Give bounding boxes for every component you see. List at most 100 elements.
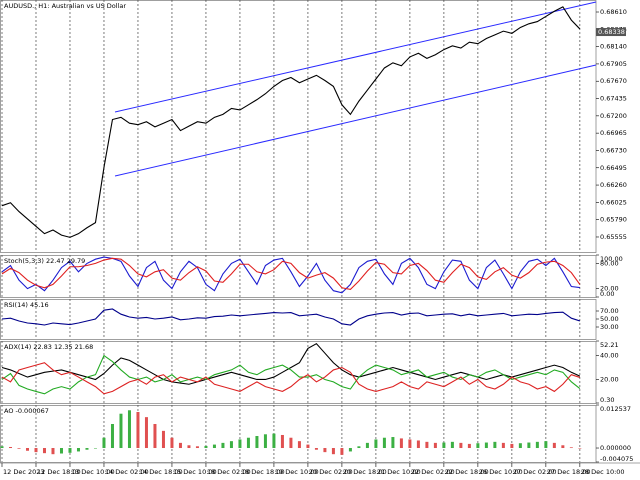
y-tick-label: 40.00 (600, 352, 619, 360)
x-tick-label: 27 Dec 18:00 (547, 468, 591, 476)
bar (484, 442, 488, 449)
x-tick-label: 13 Dec 10:00 (71, 468, 115, 476)
x-tick-label: 15 Dec 10:00 (173, 468, 217, 476)
bar (323, 448, 327, 453)
series-line (1, 362, 581, 395)
bar (467, 443, 471, 449)
y-tick-label: 0.67670 (600, 77, 627, 85)
bar (433, 442, 437, 449)
series-line (1, 308, 581, 326)
bar (297, 441, 301, 449)
bar (127, 410, 131, 449)
y-tick-label: 0.67200 (600, 112, 627, 120)
x-tick-label: 27 Dec 02:00 (513, 468, 557, 476)
y-tick-label: 0.66495 (600, 164, 627, 172)
x-tick-label: 19 Dec 10:00 (275, 468, 319, 476)
bar (144, 417, 148, 449)
bar (357, 446, 361, 449)
bar (476, 443, 480, 449)
y-tick-label: 0.012537 (600, 405, 631, 413)
bar (161, 430, 165, 449)
y-tick-label: 52.21 (600, 341, 619, 349)
bar (493, 441, 497, 449)
bar (34, 448, 38, 453)
series-line (1, 354, 581, 395)
bar (187, 445, 191, 449)
bar (42, 448, 46, 454)
panel-title: AUDUSD., H1: Australian vs US Dollar (4, 2, 126, 10)
panel-frame (0, 299, 597, 340)
y-tick-label: 0.67435 (600, 95, 627, 103)
bar (314, 448, 318, 450)
series-line (1, 257, 581, 291)
bar (8, 446, 12, 449)
last-price-box (596, 28, 626, 37)
panel-title: AO -0.000067 (4, 407, 49, 415)
x-tick-label: 12 Dec 2023 (3, 468, 45, 476)
x-tick-label: 18 Dec 18:00 (241, 468, 285, 476)
y-tick-label: 0.67905 (600, 60, 627, 68)
bar (450, 441, 454, 449)
bar (535, 441, 539, 449)
y-tick-label: 0.68610 (600, 8, 627, 16)
series-line (1, 342, 581, 385)
y-tick-label: 0.66025 (600, 198, 627, 206)
bar (416, 440, 420, 449)
bar (195, 446, 199, 449)
bar (569, 447, 573, 449)
y-tick-label: 20.00 (600, 285, 619, 293)
x-tick-label: 20 Dec 02:00 (309, 468, 353, 476)
bar (289, 437, 293, 449)
bar (365, 442, 369, 449)
panel-title: RSI(14) 45.16 (4, 301, 49, 309)
bar (170, 437, 174, 449)
y-tick-label: 0.30 (600, 396, 614, 404)
bar (459, 442, 463, 449)
bar (331, 448, 335, 455)
y-tick-label: 0.00 (600, 290, 614, 298)
bar (204, 445, 208, 449)
y-tick-label: 0.000000 (600, 444, 631, 452)
bar (306, 444, 310, 449)
bar (93, 448, 97, 449)
y-tick-label: 20.00 (600, 375, 619, 383)
bar (374, 439, 378, 449)
bar (425, 441, 429, 449)
y-tick-label: 0.66730 (600, 146, 627, 154)
x-tick-label: 22 Dec 02:00 (411, 468, 455, 476)
bar (136, 411, 140, 449)
y-tick-label: 0.65555 (600, 233, 627, 241)
x-tick-label: 12 Dec 18:00 (37, 468, 81, 476)
panel-frame (0, 0, 597, 253)
bar (391, 437, 395, 449)
series-line (1, 256, 580, 294)
panel-frame (0, 341, 597, 404)
bar (578, 448, 582, 449)
bar (153, 423, 157, 449)
panel-title: ADX(14) 22.83 12.35 21.68 (4, 343, 93, 351)
bar (0, 446, 4, 449)
y-tick-label: 0.66260 (600, 181, 627, 189)
x-tick-label: 20 Dec 18:00 (343, 468, 387, 476)
bar (59, 448, 63, 454)
series-line (1, 6, 581, 238)
bar (85, 448, 89, 450)
panel-frame (0, 405, 597, 463)
y-tick-label: 0.65790 (600, 216, 627, 224)
bar (527, 442, 531, 449)
bar (518, 443, 522, 449)
bar (272, 433, 276, 449)
bar (501, 442, 505, 449)
x-tick-label: 14 Dec 02:00 (105, 468, 149, 476)
bar (246, 437, 250, 449)
bar (340, 448, 344, 455)
y-tick-label: 50.00 (600, 315, 619, 323)
last-price-label: 0.68338 (598, 28, 625, 36)
bar (25, 448, 29, 451)
bar (510, 443, 514, 449)
y-tick-label: 0.68140 (600, 43, 627, 51)
bar (229, 441, 233, 449)
bar (408, 439, 412, 449)
channel-line (114, 64, 597, 177)
